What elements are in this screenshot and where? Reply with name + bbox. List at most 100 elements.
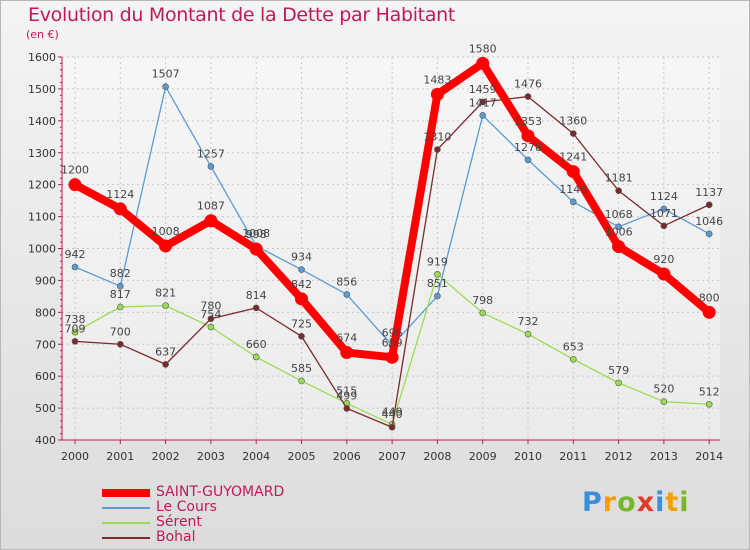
x-tick-label: 2014: [695, 450, 723, 463]
data-label-saint-guyomard: 1483: [423, 73, 451, 86]
data-point-saint-guyomard: [430, 87, 444, 101]
data-point-saint-guyomard: [159, 239, 173, 253]
x-tick-label: 2011: [559, 450, 587, 463]
data-label-bohal: 1360: [559, 115, 587, 128]
x-tick-label: 2012: [605, 450, 633, 463]
data-label-saint-guyomard: 800: [699, 291, 720, 304]
data-label-saint-guyomard: 1200: [61, 164, 89, 177]
data-label-serent: 754: [200, 308, 221, 321]
x-tick-label: 2005: [288, 450, 316, 463]
data-label-le-cours: 942: [65, 248, 86, 261]
data-label-serent: 738: [65, 313, 86, 326]
x-tick-label: 2013: [650, 450, 678, 463]
legend-swatch: [102, 489, 150, 497]
y-tick-label: 900: [35, 274, 56, 287]
data-point-le-cours: [479, 112, 487, 119]
legend-item: Bohal: [102, 529, 362, 545]
data-label-saint-guyomard: 1087: [197, 200, 225, 213]
data-label-saint-guyomard: 659: [382, 336, 403, 349]
data-label-le-cours: 934: [291, 251, 312, 264]
y-tick-label: 1200: [28, 179, 56, 192]
data-label-le-cours: 882: [110, 267, 131, 280]
logo-letter: t: [665, 487, 680, 518]
data-label-bohal: 1071: [650, 207, 678, 220]
logo-letter: x: [636, 487, 656, 518]
data-point-le-cours: [117, 282, 124, 290]
data-label-le-cours: 1278: [514, 141, 542, 154]
data-point-saint-guyomard: [657, 267, 671, 281]
data-label-saint-guyomard: 998: [246, 228, 267, 241]
legend-item: Sérent: [102, 514, 362, 530]
y-tick-label: 1400: [28, 115, 56, 128]
data-label-le-cours: 696: [382, 327, 403, 340]
data-point-serent: [298, 377, 305, 385]
y-tick-label: 1100: [28, 211, 56, 224]
data-point-bohal: [434, 146, 441, 153]
data-label-bohal: 1476: [514, 78, 542, 91]
data-label-saint-guyomard: 920: [653, 253, 674, 266]
data-label-bohal: 709: [65, 322, 86, 335]
x-tick-label: 2002: [152, 450, 180, 463]
data-label-bohal: 700: [110, 325, 131, 338]
data-point-bohal: [615, 187, 622, 195]
data-label-bohal: 440: [382, 408, 403, 421]
data-point-serent: [71, 328, 79, 336]
data-point-saint-guyomard: [702, 305, 716, 319]
data-point-bohal: [524, 93, 532, 100]
data-point-saint-guyomard: [113, 202, 127, 216]
data-label-serent: 732: [518, 315, 539, 328]
data-point-bohal: [298, 332, 305, 340]
series-group: [68, 56, 716, 431]
x-tick-label: 2010: [514, 450, 542, 463]
data-point-serent: [162, 302, 169, 309]
x-tick-label: 2009: [469, 450, 497, 463]
data-point-serent: [705, 400, 713, 408]
data-point-serent: [252, 353, 260, 361]
data-point-le-cours: [71, 263, 79, 271]
x-tick-label: 2001: [106, 450, 134, 463]
data-label-serent: 653: [563, 340, 584, 353]
data-label-le-cours: 1046: [695, 215, 723, 228]
data-label-le-cours: 1417: [469, 96, 497, 109]
data-point-bohal: [479, 98, 487, 106]
data-label-le-cours: 1257: [197, 147, 225, 160]
data-label-bohal: 1459: [469, 83, 497, 96]
data-label-le-cours: 851: [427, 277, 448, 290]
data-point-le-cours: [569, 198, 577, 206]
data-label-saint-guyomard: 1124: [106, 188, 134, 201]
data-label-le-cours: 1146: [559, 183, 587, 196]
data-label-bohal: 1137: [695, 186, 723, 199]
y-tick-label: 400: [35, 434, 56, 447]
data-point-bohal: [569, 130, 577, 137]
data-point-saint-guyomard: [295, 292, 308, 306]
data-point-serent: [479, 309, 487, 317]
data-point-bohal: [162, 361, 169, 368]
x-tick-label: 2007: [378, 450, 406, 463]
data-point-le-cours: [343, 291, 351, 298]
chart-title: Evolution du Montant de la Dette par Hab…: [28, 4, 456, 26]
chart-unit: (en €): [26, 28, 59, 41]
data-point-saint-guyomard: [68, 178, 82, 192]
legend-item: Le Cours: [102, 499, 362, 515]
legend-swatch: [102, 522, 150, 524]
data-label-serent: 919: [427, 255, 448, 268]
data-label-serent: 817: [110, 288, 131, 301]
data-point-le-cours: [660, 205, 668, 213]
axes: 400 500 600 700 800 900 1000 1100 1200 1300 1400 15…: [28, 51, 723, 463]
data-label-serent: 585: [291, 362, 312, 375]
data-point-bohal: [71, 338, 79, 345]
data-point-bohal: [388, 423, 396, 431]
grid-lines: [62, 56, 720, 441]
data-label-serent: 660: [246, 338, 267, 351]
data-point-saint-guyomard: [249, 242, 263, 256]
legend-label: Bohal: [156, 529, 196, 545]
y-tick-label: 700: [35, 338, 56, 351]
data-label-saint-guyomard: 1241: [559, 151, 587, 164]
y-tick-label: 500: [35, 402, 56, 415]
legend-label: Le Cours: [156, 499, 217, 515]
data-point-le-cours: [524, 156, 532, 164]
data-point-bohal: [117, 340, 124, 348]
data-point-bohal: [705, 201, 713, 209]
